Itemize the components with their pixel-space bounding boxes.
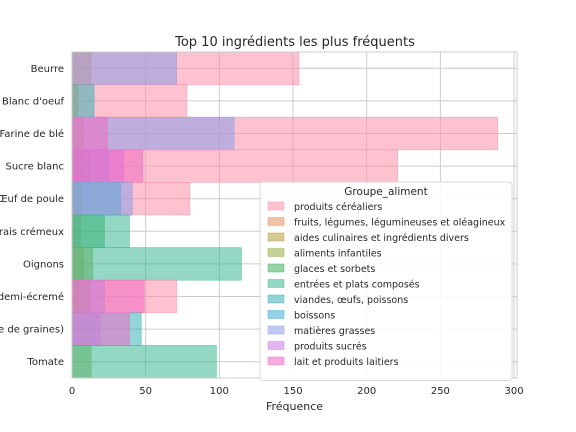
legend-swatch-lait-et-produits-laitiers (267, 356, 285, 366)
y-tick-label: rais crémeux (0, 226, 64, 238)
bar-demi-ecreme-lait-et-produits-laitiers (71, 279, 145, 314)
legend-title: Groupe_aliment (344, 186, 427, 198)
bar-blanc-d-oeuf-viandes-ufs-poissons (71, 84, 95, 118)
legend-label-glaces-et-sorbets: glaces et sorbets (294, 264, 375, 275)
x-tick-label: 300 (505, 386, 524, 397)
bar-e-de-graines-lait-et-produits-laitiers (71, 312, 130, 346)
legend-swatch-glaces-et-sorbets (267, 263, 285, 273)
legend-label-produits-sucres: produits sucrés (294, 342, 367, 353)
legend-swatch-fruits-legumes-legumineuses-et-oleagineux (267, 217, 285, 226)
bar-uf-de-poule-matieres-grasses (71, 182, 133, 216)
legend-label-lait-et-produits-laitiers: lait et produits laitiers (294, 357, 399, 368)
legend-label-aides-culinaires-et-ingredients-divers: aides culinaires et ingrédients divers (294, 233, 469, 244)
y-tick-label: Oignons (23, 259, 64, 270)
legend-swatch-aides-culinaires-et-ingredients-divers (267, 232, 285, 242)
legend-swatch-boissons (267, 310, 285, 319)
chart-title: Top 10 ingrédients les plus fréquents (174, 35, 415, 50)
bar-tomate-entrees-et-plats-composes (71, 345, 217, 379)
legend-label-viandes-ufs-poissons: viandes, œufs, poissons (294, 295, 408, 306)
x-tick-label: 50 (139, 386, 152, 397)
x-tick-label: 200 (357, 386, 376, 397)
legend-swatch-viandes-ufs-poissons (267, 294, 285, 304)
bar-beurre-matieres-grasses (71, 51, 177, 85)
bar-farine-de-ble-lait-et-produits-laitiers (71, 116, 108, 151)
legend-swatch-produits-cerealiers (267, 201, 285, 211)
x-tick-label: 150 (283, 386, 302, 397)
legend-label-entrees-et-plats-composes: entrées et plats composés (294, 280, 420, 291)
bar-sucre-blanc-lait-et-produits-laitiers (71, 149, 144, 183)
x-tick-label: 100 (210, 386, 229, 397)
x-axis-title: Fréquence (266, 400, 323, 413)
y-tick-label: Blanc d'oeuf (2, 96, 64, 107)
y-tick-label: Beurre (31, 64, 64, 75)
x-tick-label: 0 (69, 386, 75, 397)
legend-swatch-aliments-infantiles (267, 248, 285, 257)
legend-label-produits-cerealiers: produits céréaliers (294, 202, 382, 213)
y-tick-label: Farine de blé (0, 128, 64, 140)
x-tick-label: 250 (431, 386, 450, 397)
legend-label-boissons: boissons (294, 311, 335, 322)
legend-label-aliments-infantiles: aliments infantiles (294, 249, 382, 260)
legend-box (259, 181, 513, 381)
y-tick-label: e de graines) (0, 325, 64, 336)
y-tick-label: Tomate (27, 357, 64, 368)
legend-swatch-matieres-grasses (267, 325, 285, 335)
bar-rais-cremeux-entrees-et-plats-composes (71, 214, 130, 248)
y-tick-label: Œuf de poule (0, 194, 64, 205)
legend-label-matieres-grasses: matières grasses (294, 326, 375, 337)
bar-oignons-entrees-et-plats-composes (71, 247, 242, 281)
legend-label-fruits-legumes-legumineuses-et-oleagineux: fruits, légumes, légumineuses et oléagin… (294, 218, 506, 229)
y-tick-label: Sucre blanc (6, 162, 65, 173)
legend-swatch-entrees-et-plats-composes (267, 279, 285, 288)
legend: Groupe_aliment produits céréaliers fruits,… (259, 181, 513, 381)
y-tick-label: demi-écremé (0, 291, 64, 303)
legend-swatch-produits-sucres (267, 341, 285, 350)
